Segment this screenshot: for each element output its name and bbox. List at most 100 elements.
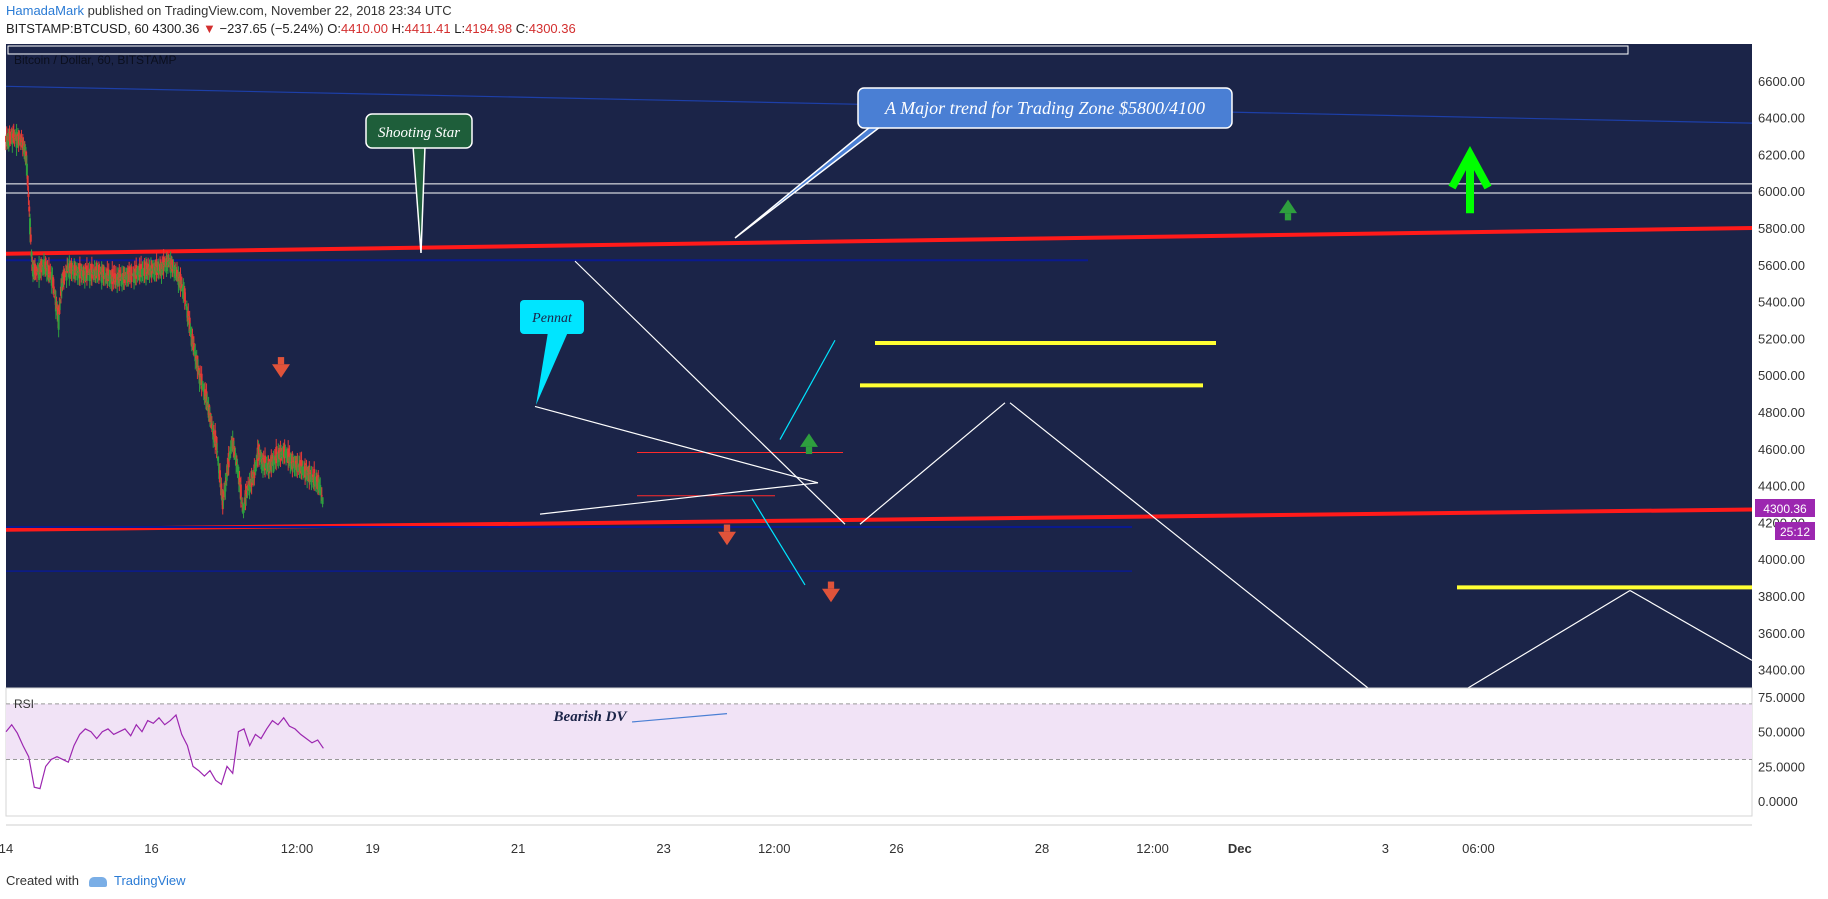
candle-body bbox=[214, 430, 217, 446]
candle-body bbox=[145, 263, 148, 275]
down-arrow-icon bbox=[718, 531, 736, 546]
price-tick-label: 5800.00 bbox=[1758, 221, 1805, 236]
price-change: −237.65 (−5.24%) bbox=[219, 21, 324, 36]
candle-body bbox=[180, 284, 183, 289]
candle-body bbox=[251, 477, 254, 483]
down-arrow-icon bbox=[272, 364, 290, 378]
candle-body bbox=[111, 269, 114, 285]
candle-body bbox=[33, 263, 36, 275]
down-triangle-icon: ▼ bbox=[203, 21, 216, 36]
time-tick-label: 12:00 bbox=[281, 841, 314, 856]
time-tick-label: 16 bbox=[144, 841, 158, 856]
candle-body bbox=[70, 262, 73, 274]
candle-body bbox=[184, 300, 187, 302]
candle-body bbox=[185, 304, 188, 307]
author-link[interactable]: HamadaMark bbox=[6, 3, 85, 18]
time-tick-label: 19 bbox=[365, 841, 379, 856]
candle-body bbox=[202, 387, 205, 389]
shooting-star-text: Shooting Star bbox=[378, 125, 460, 141]
candle-body bbox=[58, 305, 61, 315]
low-value: 4194.98 bbox=[465, 21, 513, 36]
close-label: C: bbox=[515, 21, 529, 36]
candle-body bbox=[41, 264, 44, 270]
candle-body bbox=[130, 267, 133, 281]
candle-body bbox=[170, 258, 173, 270]
candle-body bbox=[194, 356, 197, 360]
candle-body bbox=[217, 464, 220, 466]
up-arrow-icon bbox=[800, 433, 818, 447]
candle-body bbox=[216, 456, 219, 461]
candle-body bbox=[236, 464, 239, 473]
rsi-tick-label: 25.0000 bbox=[1758, 759, 1805, 774]
projection-line bbox=[859, 402, 1006, 525]
candle-body bbox=[201, 384, 204, 386]
candle-body bbox=[259, 452, 262, 460]
candle-body bbox=[216, 451, 219, 453]
candle-body bbox=[222, 498, 225, 501]
candle-body bbox=[200, 373, 203, 389]
shooting-star-callout[interactable]: Shooting Star bbox=[365, 113, 473, 254]
projection-line bbox=[1629, 589, 1753, 661]
candle-body bbox=[235, 457, 238, 466]
down-arrow-icon-stem bbox=[723, 524, 731, 532]
candle-body bbox=[254, 464, 257, 469]
big-green-arrow-icon bbox=[1448, 146, 1492, 214]
candle-body bbox=[65, 266, 68, 281]
candle-body bbox=[42, 260, 45, 275]
callout-box bbox=[857, 87, 1233, 129]
time-tick-label: 06:00 bbox=[1462, 841, 1495, 856]
rsi-series: 75.0000 50.0000 25.0000 0.0000 bbox=[5, 690, 1805, 809]
price-tick-label: 5600.00 bbox=[1758, 258, 1805, 273]
price-tick-label: 5000.00 bbox=[1758, 368, 1805, 383]
callout-pointer bbox=[536, 332, 568, 405]
candle-body bbox=[299, 460, 302, 472]
price-tick-label: 6000.00 bbox=[1758, 184, 1805, 199]
price-pane[interactable] bbox=[6, 44, 1752, 688]
candle-body bbox=[196, 355, 199, 371]
price-tick-label: 5200.00 bbox=[1758, 331, 1805, 346]
candle-body bbox=[150, 260, 153, 275]
candle-body bbox=[49, 271, 52, 278]
candle-body bbox=[166, 259, 169, 266]
candle-body bbox=[55, 301, 58, 310]
time-axis[interactable]: 14 16 12:00 19 21 23 12:00 26 28 12:00 Dec 3 06:00 bbox=[0, 841, 1495, 856]
pennant-callout[interactable]: Pennat bbox=[520, 300, 584, 405]
candle-body bbox=[285, 452, 288, 458]
candle-body bbox=[59, 300, 62, 304]
candle-body bbox=[102, 266, 105, 280]
candle-body bbox=[209, 413, 212, 424]
candle-body bbox=[228, 456, 231, 459]
major-trend-callout[interactable]: A Major trend for Trading Zone $5800/410… bbox=[734, 87, 1233, 239]
candle-body bbox=[232, 437, 235, 452]
candle-body bbox=[155, 259, 158, 275]
rsi-label: RSI bbox=[14, 697, 34, 711]
price-tick-label: 4000.00 bbox=[1758, 552, 1805, 567]
price-tick-label: 6200.00 bbox=[1758, 147, 1805, 162]
zone-rect bbox=[7, 45, 1629, 55]
candle-body bbox=[212, 431, 215, 437]
candle-body bbox=[97, 264, 100, 277]
candle-body bbox=[205, 391, 208, 406]
candle-body bbox=[13, 133, 16, 139]
candle-body bbox=[242, 506, 245, 512]
last-price: 4300.36 bbox=[152, 21, 200, 36]
time-tick-label: Dec bbox=[1228, 841, 1252, 856]
major-trend-text: A Major trend for Trading Zone $5800/410… bbox=[884, 98, 1205, 118]
price-tick-label: 3800.00 bbox=[1758, 589, 1805, 604]
price-axis[interactable]: 6600.00 6400.00 6200.00 6000.00 5800.00 5600.… bbox=[1752, 44, 1828, 688]
candle-body bbox=[25, 163, 28, 176]
candle-body bbox=[254, 468, 257, 472]
candle-body bbox=[241, 505, 244, 507]
tradingview-link[interactable]: TradingView bbox=[114, 873, 186, 888]
candle-body bbox=[78, 263, 81, 279]
candle-body bbox=[27, 193, 30, 197]
time-tick-label: 12:00 bbox=[1136, 841, 1169, 856]
candle-body bbox=[191, 334, 194, 347]
candle-body bbox=[225, 472, 228, 481]
high-label: H: bbox=[391, 21, 405, 36]
last-price-tag bbox=[1755, 499, 1815, 517]
candle-body bbox=[175, 269, 178, 277]
candle-body bbox=[238, 477, 241, 486]
open-label: O: bbox=[327, 21, 341, 36]
